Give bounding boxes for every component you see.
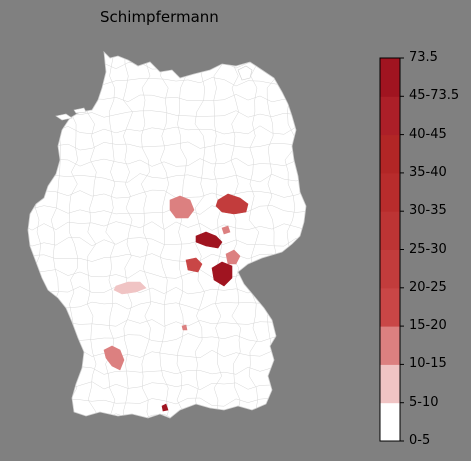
colorbar-tick-label: 73.5 — [409, 50, 438, 65]
region-stuttgart — [103, 345, 125, 371]
colorbar-tick-label: 35-40 — [409, 164, 447, 180]
region-wittenberg — [181, 324, 188, 331]
region-chemnitz — [221, 225, 231, 235]
colorbar-tick-label: 15-20 — [409, 318, 447, 334]
colorbar-segment — [380, 287, 400, 327]
district-border-line — [230, 52, 241, 418]
region-vogtland — [225, 249, 241, 265]
district-border-line — [266, 52, 278, 418]
colorbar-tick-label: 20-25 — [409, 279, 447, 295]
colorbar-segment — [380, 211, 400, 250]
colorbar-tick-label: 45-73.5 — [409, 88, 460, 104]
district-border-line — [16, 40, 25, 424]
district-border-line — [194, 52, 206, 418]
colorbar-segment — [380, 402, 400, 442]
germany-land — [27, 50, 307, 419]
district-border-line — [28, 205, 306, 215]
colorbar-segment — [380, 249, 400, 289]
colorbar-tick-label: 5-10 — [409, 394, 439, 410]
district-border-line — [28, 52, 306, 55]
region-oberallgaeu — [161, 403, 169, 412]
colorbar-segment — [380, 172, 400, 212]
highlighted-districts — [103, 193, 249, 412]
district-border-line — [159, 52, 169, 418]
district-border-line — [176, 52, 188, 418]
colorbar-segment — [380, 364, 400, 404]
colorbar-tick-label: 30-35 — [409, 203, 447, 219]
northsea-islands — [55, 107, 87, 121]
colorbar-tick-label: 40-45 — [409, 126, 447, 142]
region-main-kinzig — [113, 281, 147, 295]
colorbar-tick-label: 25-30 — [409, 241, 447, 257]
region-saale-orla — [185, 257, 203, 273]
district-border-line — [213, 52, 223, 418]
ruegen-island — [237, 65, 253, 81]
district-border-line — [248, 52, 260, 418]
colorbar-tick-label: 10-15 — [409, 356, 447, 372]
colorbar-segment — [380, 96, 400, 136]
district-border-line — [303, 52, 306, 418]
colorbar-segment — [380, 134, 400, 174]
colorbar-segment — [380, 326, 400, 365]
region-leipzig — [195, 231, 223, 249]
district-border-line — [28, 253, 306, 263]
district-border-line — [28, 173, 306, 183]
district-border-line — [28, 237, 306, 247]
region-kassel — [169, 195, 195, 219]
district-border-line — [28, 61, 306, 71]
colorbar-tick-label: 0-5 — [409, 433, 431, 448]
region-halle — [215, 193, 249, 215]
germany-outline — [27, 50, 307, 419]
colorbar-segment — [380, 58, 400, 97]
region-zwickau — [211, 261, 233, 287]
district-border-line — [122, 52, 133, 418]
district-border-line — [28, 221, 306, 231]
district-border-line — [28, 189, 306, 199]
map-title: Schimpfermann — [100, 8, 219, 26]
colorbar — [379, 57, 404, 442]
